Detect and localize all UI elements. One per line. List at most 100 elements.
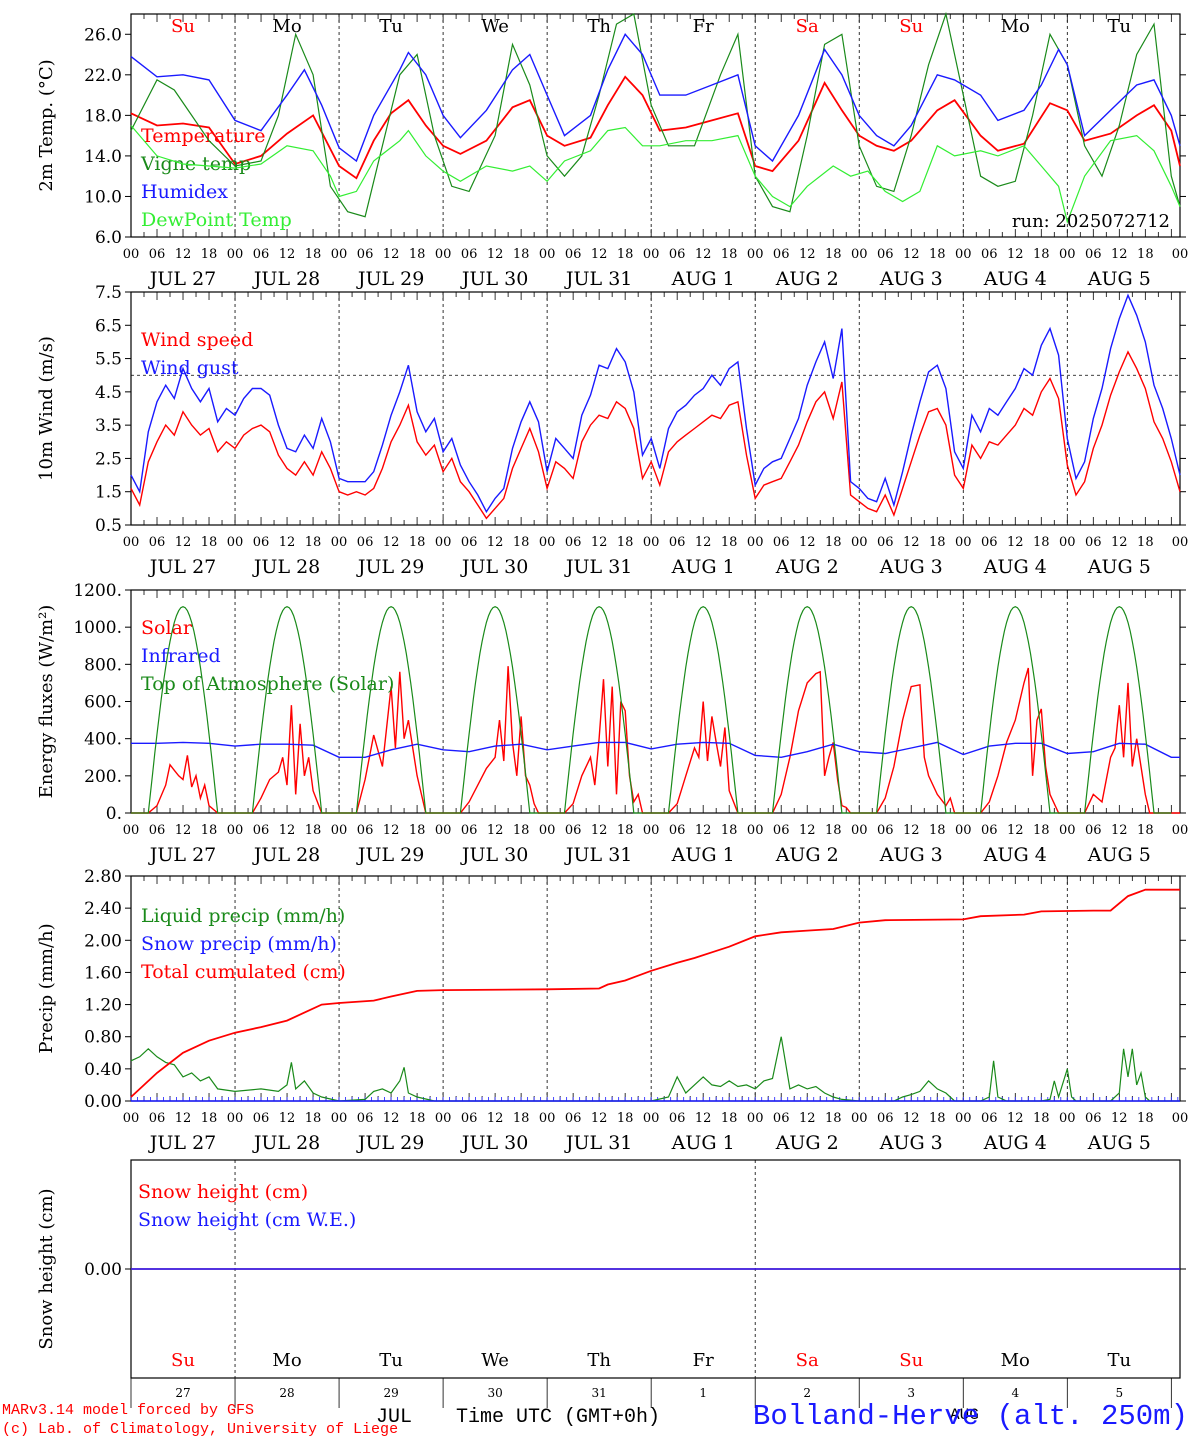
weekday-label: Th bbox=[587, 16, 611, 37]
x-hour-label: 06 bbox=[981, 535, 998, 550]
x-day-label: AUG 2 bbox=[775, 844, 839, 866]
x-day-label: JUL 31 bbox=[564, 1132, 632, 1154]
series-line-dewpoint-temp bbox=[130, 125, 1181, 224]
x-hour-label: 18 bbox=[201, 823, 218, 838]
x-hour-label: 00 bbox=[1172, 823, 1189, 838]
x-hour-label: 00 bbox=[747, 823, 764, 838]
x-day-label: AUG 3 bbox=[879, 268, 943, 290]
x-hour-label: 18 bbox=[721, 247, 738, 262]
x-hour-label: 06 bbox=[1085, 247, 1102, 262]
x-hour-label: 18 bbox=[1137, 1111, 1154, 1126]
x-hour-label: 12 bbox=[903, 535, 920, 550]
y-tick-label: 2.80 bbox=[84, 867, 122, 887]
x-hour-label: 00 bbox=[955, 1111, 972, 1126]
x-hour-label: 12 bbox=[175, 535, 192, 550]
x-hour-label: 18 bbox=[929, 823, 946, 838]
x-hour-label: 12 bbox=[799, 823, 816, 838]
legend-entry: Liquid precip (mm/h) bbox=[141, 905, 345, 927]
x-day-label: JUL 27 bbox=[148, 844, 216, 866]
y-tick-label: 200. bbox=[84, 767, 122, 787]
x-hour-label: 00 bbox=[955, 823, 972, 838]
x-hour-label: 06 bbox=[357, 1111, 374, 1126]
x-hour-label: 18 bbox=[617, 823, 634, 838]
x-hour-label: 12 bbox=[487, 535, 504, 550]
x-hour-label: 00 bbox=[955, 535, 972, 550]
day-number-label: 1 bbox=[699, 1386, 707, 1400]
y-tick-label: 0.40 bbox=[84, 1060, 122, 1080]
x-hour-label: 12 bbox=[1007, 1111, 1024, 1126]
y-tick-label: 1000. bbox=[73, 618, 122, 638]
x-day-label: JUL 30 bbox=[460, 268, 528, 290]
x-hour-label: 06 bbox=[1085, 535, 1102, 550]
x-day-label: JUL 30 bbox=[460, 844, 528, 866]
series-line-temperature bbox=[130, 75, 1181, 180]
station-name: Bolland-Herve (alt. 250m) bbox=[752, 1400, 1188, 1433]
weekday-label: Tu bbox=[379, 16, 403, 37]
x-hour-label: 00 bbox=[747, 1111, 764, 1126]
x-day-label: AUG 4 bbox=[983, 268, 1047, 290]
x-day-label: JUL 31 bbox=[564, 268, 632, 290]
x-day-label: JUL 27 bbox=[148, 556, 216, 578]
x-hour-label: 06 bbox=[149, 1111, 166, 1126]
y-tick-label: 0.5 bbox=[95, 516, 122, 536]
x-hour-label: 06 bbox=[669, 535, 686, 550]
x-hour-label: 12 bbox=[175, 823, 192, 838]
x-hour-label: 00 bbox=[123, 823, 140, 838]
y-axis-label: 2m Temp. (°C) bbox=[36, 59, 57, 191]
x-day-label: AUG 1 bbox=[671, 844, 735, 866]
y-tick-label: 7.5 bbox=[95, 283, 122, 303]
x-hour-label: 00 bbox=[643, 247, 660, 262]
x-hour-label: 06 bbox=[877, 823, 894, 838]
x-hour-label: 06 bbox=[877, 535, 894, 550]
x-hour-label: 18 bbox=[305, 1111, 322, 1126]
weekday-label: Sa bbox=[796, 1350, 819, 1371]
weekday-label: Mo bbox=[1001, 16, 1030, 37]
x-hour-label: 06 bbox=[565, 535, 582, 550]
x-hour-label: 18 bbox=[409, 535, 426, 550]
x-hour-label: 06 bbox=[1085, 1111, 1102, 1126]
x-hour-label: 18 bbox=[825, 823, 842, 838]
x-hour-label: 00 bbox=[643, 1111, 660, 1126]
y-tick-label: 5.5 bbox=[95, 350, 122, 370]
x-day-label: JUL 28 bbox=[252, 844, 320, 866]
y-tick-label: 26.0 bbox=[84, 25, 122, 45]
x-hour-label: 00 bbox=[227, 1111, 244, 1126]
x-hour-label: 18 bbox=[409, 1111, 426, 1126]
x-hour-label: 12 bbox=[695, 535, 712, 550]
x-day-label: JUL 30 bbox=[460, 1132, 528, 1154]
y-tick-label: 0. bbox=[106, 804, 122, 824]
y-tick-label: 0.80 bbox=[84, 1028, 122, 1048]
lab-credit: (c) Lab. of Climatology, University of L… bbox=[2, 1421, 399, 1438]
x-hour-label: 12 bbox=[799, 247, 816, 262]
x-hour-label: 00 bbox=[851, 823, 868, 838]
weekday-label: Sa bbox=[796, 16, 819, 37]
day-number-label: 28 bbox=[279, 1386, 294, 1400]
y-tick-label: 0.00 bbox=[84, 1260, 122, 1280]
x-hour-label: 06 bbox=[149, 823, 166, 838]
x-hour-label: 06 bbox=[565, 823, 582, 838]
x-hour-label: 12 bbox=[1007, 247, 1024, 262]
day-number-label: 4 bbox=[1011, 1386, 1019, 1400]
weekday-label: Su bbox=[171, 1350, 195, 1371]
x-day-label: AUG 5 bbox=[1087, 556, 1151, 578]
x-hour-label: 00 bbox=[851, 535, 868, 550]
x-hour-label: 00 bbox=[851, 247, 868, 262]
x-day-label: AUG 2 bbox=[775, 268, 839, 290]
x-hour-label: 00 bbox=[539, 247, 556, 262]
x-hour-label: 00 bbox=[331, 247, 348, 262]
x-hour-label: 06 bbox=[461, 247, 478, 262]
x-hour-label: 06 bbox=[461, 535, 478, 550]
x-hour-label: 12 bbox=[799, 535, 816, 550]
x-day-label: JUL 29 bbox=[356, 844, 424, 866]
month-label-aug: AUG bbox=[950, 1406, 979, 1424]
x-hour-label: 00 bbox=[123, 1111, 140, 1126]
series-line-wind-gust bbox=[130, 293, 1181, 514]
x-hour-label: 18 bbox=[825, 1111, 842, 1126]
legend-entry: Infrared bbox=[141, 645, 221, 667]
x-hour-label: 18 bbox=[201, 1111, 218, 1126]
x-hour-label: 18 bbox=[1033, 535, 1050, 550]
x-hour-label: 00 bbox=[1172, 1111, 1189, 1126]
legend-entry: Temperature bbox=[141, 125, 265, 147]
x-hour-label: 18 bbox=[513, 1111, 530, 1126]
series-line-solar bbox=[131, 666, 1180, 814]
